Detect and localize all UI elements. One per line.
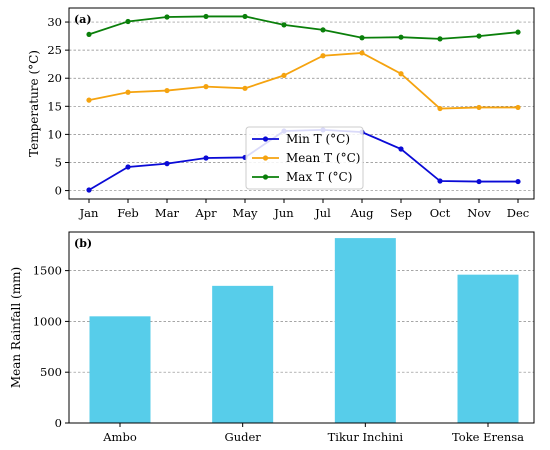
data-point <box>164 87 170 94</box>
series-line <box>88 15 519 40</box>
data-point <box>515 104 521 111</box>
plot-frame <box>68 231 535 424</box>
data-point <box>164 161 170 167</box>
data-point <box>86 31 92 38</box>
data-point <box>437 36 443 42</box>
x-tick-label: Sep <box>390 206 412 220</box>
panel-label: (b) <box>74 237 92 250</box>
data-point <box>125 89 131 95</box>
y-tick-label: 20 <box>47 71 62 85</box>
legend-marker <box>262 155 269 161</box>
data-point <box>398 34 404 40</box>
legend-marker <box>262 174 269 180</box>
y-tick-label: 0 <box>55 416 62 430</box>
x-tick-label: Guder <box>225 430 262 444</box>
x-tick-label: Toke Erensa <box>452 430 524 444</box>
data-point <box>164 14 170 20</box>
y-tick-label: 0 <box>55 184 62 198</box>
legend-label: Mean T (°C) <box>286 151 360 165</box>
data-point <box>281 72 287 79</box>
y-tick-label: 1500 <box>33 264 62 278</box>
panel-label: (a) <box>74 13 92 26</box>
x-tick-label: Apr <box>194 206 217 220</box>
temperature-chart-panel: 0 5 10 15 20 25 30 Jan Feb Mar Apr May Jun Jul Aug Sep O… <box>27 7 535 220</box>
data-point <box>437 178 443 184</box>
data-point <box>398 71 404 77</box>
data-point <box>281 22 287 28</box>
x-tick-label: Ambo <box>102 430 137 444</box>
data-point <box>86 187 92 193</box>
y-tick-label: 500 <box>40 365 62 379</box>
x-tick-label: Dec <box>507 206 529 220</box>
data-point <box>359 35 365 41</box>
data-point <box>242 85 248 91</box>
y-tick-label: 5 <box>55 155 62 169</box>
data-point <box>476 178 482 185</box>
data-point <box>242 13 248 20</box>
x-tick-label: Nov <box>467 206 491 220</box>
x-tick-label: May <box>232 206 258 220</box>
bar <box>212 285 274 423</box>
y-tick-label: 15 <box>47 99 62 113</box>
x-tick-label: Mar <box>155 206 180 220</box>
data-point <box>437 105 443 112</box>
data-point <box>515 29 521 35</box>
y-tick-label: 30 <box>47 15 62 29</box>
bar <box>334 238 396 423</box>
data-point <box>125 164 131 170</box>
data-point <box>203 84 209 90</box>
x-tick-label: Tikur Inchini <box>328 430 404 444</box>
bar <box>457 274 519 423</box>
data-point <box>476 33 482 39</box>
data-point <box>476 104 482 111</box>
legend-box <box>245 126 364 190</box>
y-axis-title: Mean Rainfall (mm) <box>9 267 23 388</box>
x-tick-label: Jan <box>79 206 99 220</box>
legend-marker <box>262 136 269 142</box>
x-tick-label: Aug <box>349 206 374 220</box>
legend-label: Max T (°C) <box>286 170 352 184</box>
data-point <box>320 53 326 59</box>
y-tick-label: 25 <box>47 43 62 57</box>
y-tick-label: 10 <box>47 127 62 141</box>
y-tick-label: 1000 <box>33 314 62 328</box>
data-point <box>125 18 131 25</box>
legend: Min T (°C) Mean T (°C) Max T (°C) <box>245 126 364 190</box>
data-point <box>203 13 209 20</box>
data-point <box>359 50 365 56</box>
data-point <box>203 155 209 161</box>
plot-frame <box>68 7 535 200</box>
bar <box>89 316 151 423</box>
x-tick-label: Oct <box>430 206 451 220</box>
data-point <box>320 27 326 33</box>
data-point <box>515 178 521 185</box>
x-tick-label: Jul <box>314 206 331 220</box>
data-point <box>86 97 92 103</box>
y-axis-title: Temperature (°C) <box>27 50 41 157</box>
x-tick-label: Feb <box>117 206 139 220</box>
legend-label: Min T (°C) <box>286 132 350 146</box>
x-tick-label: Jun <box>273 206 294 220</box>
series-line <box>88 52 518 110</box>
data-point <box>398 146 404 152</box>
rainfall-chart-panel: 0 500 1000 1500 Ambo Guder Tikur Inchini Toke E… <box>9 231 535 444</box>
